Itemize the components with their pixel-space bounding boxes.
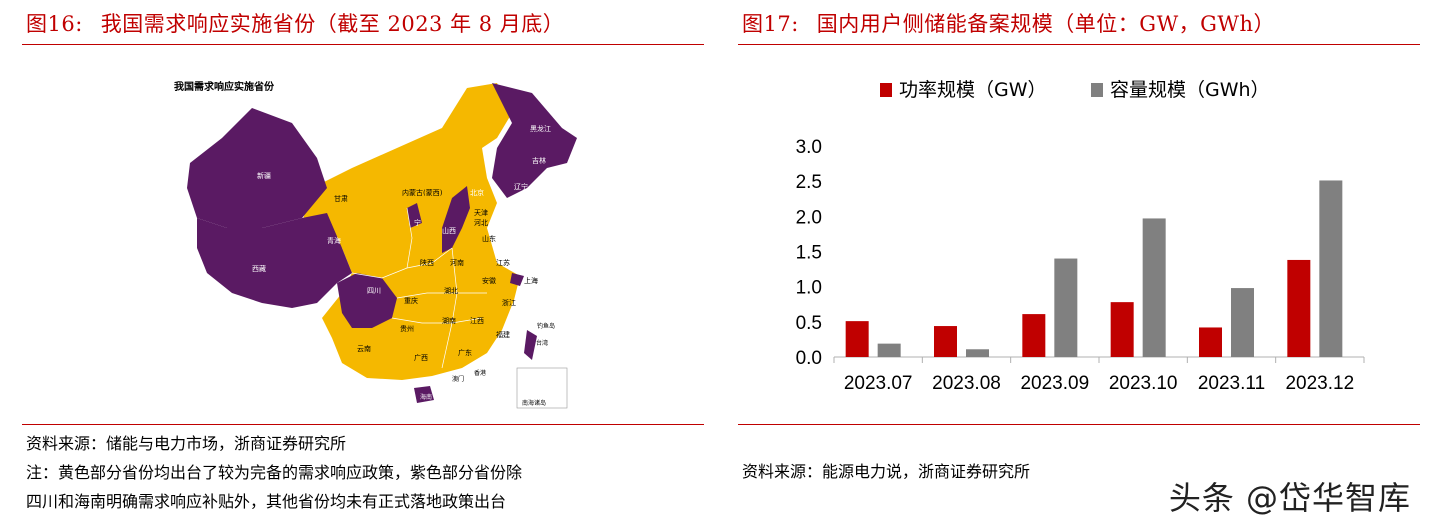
y-tick-label: 2.0 (796, 207, 822, 228)
label-diaoyudao: 钓鱼岛 (537, 323, 556, 330)
label-nanhai: 南海诸岛 (522, 400, 547, 407)
map-ningxia (407, 203, 422, 228)
label-hunan: 湖南 (442, 317, 456, 325)
label-hubei: 湖北 (444, 287, 458, 295)
label-xinjiang: 新疆 (257, 172, 271, 180)
label-ningxia: 宁 (414, 219, 421, 227)
bar-power-2023.12 (1287, 259, 1311, 357)
bar-capacity-2023.09 (1054, 258, 1078, 357)
label-shanghai: 上海 (524, 277, 538, 285)
map-hainan (414, 386, 434, 403)
title-rule (22, 44, 704, 45)
figure-17-number: 图17: (742, 12, 799, 36)
y-tick-label: 1.5 (796, 243, 822, 264)
map-boundaries (351, 207, 487, 369)
bar-power-2023.09 (1022, 314, 1046, 357)
map-northeast (492, 83, 577, 198)
label-hainan: 海南 (420, 394, 433, 401)
label-gansu: 甘肃 (334, 195, 348, 203)
y-tick-label: 0.5 (796, 313, 822, 334)
watermark: 头条 @岱华智库 (1168, 479, 1411, 517)
label-jiangxi: 江西 (470, 317, 484, 325)
bar-power-2023.10 (1110, 302, 1134, 357)
bar-capacity-2023.10 (1142, 218, 1166, 357)
map-title: 我国需求响应实施省份 (174, 82, 274, 93)
map-taiwan (524, 330, 537, 360)
figure-16-source: 资料来源：储能与电力市场，浙商证券研究所 (26, 434, 347, 453)
y-tick-label: 2.5 (796, 172, 822, 193)
label-jiangsu: 江苏 (496, 259, 510, 267)
map-north-china-purple (442, 186, 470, 253)
title-rule (738, 44, 1420, 45)
bar-capacity-2023.07 (877, 343, 901, 357)
bar-power-2023.11 (1199, 327, 1222, 357)
source-rule (738, 424, 1420, 425)
label-taiwan: 台湾 (536, 340, 549, 347)
legend-label-power: 功率规模（GW） (899, 79, 1047, 101)
map-xizang-qinghai (197, 213, 352, 308)
right-figure-panel: 图17: 国内用户侧储能备案规模（单位：GW，GWh） 0.0 0.5 1.0 1.5 2… (738, 0, 1420, 527)
source-rule (22, 424, 704, 425)
figure-17-source: 资料来源：能源电力说，浙商证券研究所 (742, 462, 1031, 481)
bar-power-2023.08 (934, 326, 957, 357)
y-tick-label: 1.0 (796, 278, 822, 299)
label-guangxi: 广西 (414, 354, 428, 362)
bar-capacity-2023.11 (1231, 288, 1254, 357)
figure-17-title: 图17: 国内用户侧储能备案规模（单位：GW，GWh） (742, 8, 1275, 38)
china-map: 我国需求响应实施省份 黑龙江 吉林 辽宁 新疆 内蒙古(蒙西) 北京 天津 河北… (152, 68, 582, 418)
left-figure-panel: 图16: 我国需求响应实施省份（截至 2023 年 8 月底） (22, 0, 704, 527)
label-shandong: 山东 (482, 235, 496, 243)
x-tick-label: 2023.10 (1109, 373, 1178, 394)
bar-capacity-2023.08 (966, 349, 989, 357)
label-hebei: 河北 (474, 219, 488, 227)
figure-16-note-line-2: 四川和海南明确需求响应补贴外，其他省份均未有正式落地政策出台 (26, 492, 507, 511)
figure-16-number: 图16: (26, 12, 83, 36)
legend-swatch-capacity (1091, 83, 1103, 97)
figure-17-title-text: 国内用户侧储能备案规模（单位：GW，GWh） (816, 12, 1276, 36)
label-shaanxi: 陕西 (420, 259, 434, 267)
x-tick-label: 2023.11 (1198, 373, 1265, 394)
map-xinjiang (187, 108, 327, 228)
label-fujian: 福建 (496, 331, 510, 339)
figure-16-title: 图16: 我国需求响应实施省份（截至 2023 年 8 月底） (26, 8, 564, 38)
x-tick-label: 2023.07 (844, 373, 913, 394)
label-guizhou: 贵州 (400, 325, 414, 333)
label-yunnan: 云南 (357, 345, 371, 353)
x-tick-label: 2023.12 (1285, 373, 1354, 394)
storage-bar-chart: 0.0 0.5 1.0 1.5 2.0 2.5 3.0 2023.07 2023.08 2023.… (796, 79, 1365, 394)
label-guangdong: 广东 (458, 349, 472, 357)
bar-power-2023.07 (845, 321, 869, 357)
bar-capacity-2023.12 (1319, 180, 1343, 357)
label-zhejiang: 浙江 (502, 299, 516, 307)
map-south-sea-inset (516, 367, 568, 409)
label-liaoning: 辽宁 (514, 183, 528, 191)
label-tianjin: 天津 (474, 209, 488, 217)
label-aomen: 澳门 (452, 376, 465, 383)
label-neimenggu: 内蒙古(蒙西) (402, 189, 443, 197)
label-anhui: 安徽 (482, 277, 496, 285)
map-shanghai (510, 273, 524, 286)
label-jilin: 吉林 (532, 157, 546, 165)
figure-16-title-text: 我国需求响应实施省份（截至 2023 年 8 月底） (100, 12, 565, 36)
figure-16-note-line-1: 注：黄色部分省份均出台了较为完备的需求响应政策，紫色部分省份除 (26, 463, 523, 482)
label-chongqing: 重庆 (404, 297, 418, 305)
map-sichuan (337, 273, 397, 328)
y-tick-label: 0.0 (796, 348, 822, 369)
label-heilongjiang: 黑龙江 (530, 125, 551, 133)
label-henan: 河南 (450, 259, 464, 267)
label-shanxi: 山西 (442, 227, 456, 235)
legend-swatch-power (880, 83, 892, 97)
y-tick-label: 3.0 (796, 137, 822, 158)
label-sichuan: 四川 (367, 287, 381, 295)
label-xianggang: 香港 (474, 370, 487, 377)
legend-label-capacity: 容量规模（GWh） (1110, 79, 1270, 101)
label-qinghai: 青海 (327, 237, 341, 245)
x-tick-label: 2023.09 (1020, 373, 1089, 394)
x-tick-label: 2023.08 (932, 373, 1001, 394)
label-xizang: 西藏 (252, 265, 266, 273)
label-beijing: 北京 (470, 189, 484, 197)
